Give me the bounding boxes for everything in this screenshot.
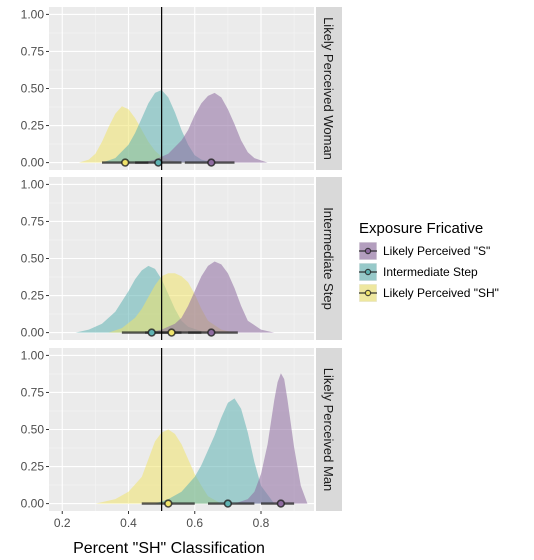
point-estimate bbox=[207, 158, 216, 167]
facet-strip bbox=[316, 7, 342, 170]
y-tick-label: 0.25 bbox=[21, 460, 45, 474]
x-tick-label: 0.2 bbox=[54, 516, 71, 530]
x-axis: 0.2 0.4 0.6 0.8 bbox=[54, 511, 270, 530]
y-tick-label: 0.00 bbox=[21, 326, 45, 340]
facet-strip-label: Likely Perceived Man bbox=[321, 368, 336, 492]
facet-panel: 0.00 0.25 0.50 0.75 1.00 Likely Perceived Wom… bbox=[21, 7, 342, 170]
point-estimate bbox=[276, 499, 286, 508]
point-estimate bbox=[120, 158, 130, 167]
x-tick-label: 0.6 bbox=[186, 516, 203, 530]
x-tick-label: 0.8 bbox=[253, 516, 270, 530]
y-tick-label: 1.00 bbox=[21, 177, 45, 191]
legend-entry: Intermediate Step bbox=[359, 263, 478, 281]
density-area bbox=[155, 398, 275, 504]
y-tick-label: 0.75 bbox=[21, 44, 45, 58]
facet-panel: 0.00 0.25 0.50 0.75 1.00 Likely Perceived Man bbox=[21, 348, 342, 511]
facet-strip bbox=[316, 348, 342, 511]
legend-label: Intermediate Step bbox=[383, 265, 478, 279]
y-tick-label: 1.00 bbox=[21, 7, 45, 21]
point-estimate bbox=[147, 328, 156, 337]
legend-key-point bbox=[364, 268, 372, 276]
point-estimate bbox=[167, 328, 176, 337]
facet-strip-label: Likely Perceived Woman bbox=[321, 17, 336, 160]
density-area bbox=[141, 92, 268, 163]
legend-key-point bbox=[364, 289, 372, 297]
point-estimate bbox=[164, 499, 173, 508]
facet-strip-label: Intermediate Step bbox=[321, 207, 336, 310]
y-tick-label: 0.25 bbox=[21, 289, 45, 303]
y-tick-label: 0.50 bbox=[21, 423, 45, 437]
y-tick-label: 0.50 bbox=[21, 252, 45, 266]
legend: Exposure Fricative Likely Perceived "S" In… bbox=[359, 220, 499, 302]
y-tick-label: 0.00 bbox=[21, 156, 45, 170]
y-tick-label: 0.50 bbox=[21, 82, 45, 96]
facet-panels: 0.00 0.25 0.50 0.75 1.00 Likely Perceived Wom… bbox=[21, 7, 342, 511]
legend-key-point bbox=[364, 247, 372, 255]
facet-panel: 0.00 0.25 0.50 0.75 1.00 Intermediate Step bbox=[21, 177, 342, 340]
y-tick-label: 0.25 bbox=[21, 119, 45, 133]
y-tick-label: 0.75 bbox=[21, 214, 45, 228]
facet-strip bbox=[316, 177, 342, 340]
point-estimate bbox=[207, 328, 216, 337]
x-axis-title: Percent "SH" Classification bbox=[73, 540, 265, 557]
density-area bbox=[148, 261, 275, 333]
density-area bbox=[234, 373, 308, 504]
legend-label: Likely Perceived "S" bbox=[383, 244, 490, 258]
y-tick-label: 0.75 bbox=[21, 385, 45, 399]
density-area bbox=[75, 265, 215, 333]
x-tick-label: 0.4 bbox=[120, 516, 137, 530]
legend-label: Likely Perceived "SH" bbox=[383, 286, 499, 300]
legend-title: Exposure Fricative bbox=[359, 220, 483, 237]
point-estimate bbox=[223, 499, 233, 508]
point-estimate bbox=[154, 158, 163, 167]
y-tick-label: 1.00 bbox=[21, 348, 45, 362]
y-tick-label: 0.00 bbox=[21, 497, 45, 511]
legend-entry: Likely Perceived "S" bbox=[359, 242, 490, 260]
legend-entry: Likely Perceived "SH" bbox=[359, 284, 499, 302]
